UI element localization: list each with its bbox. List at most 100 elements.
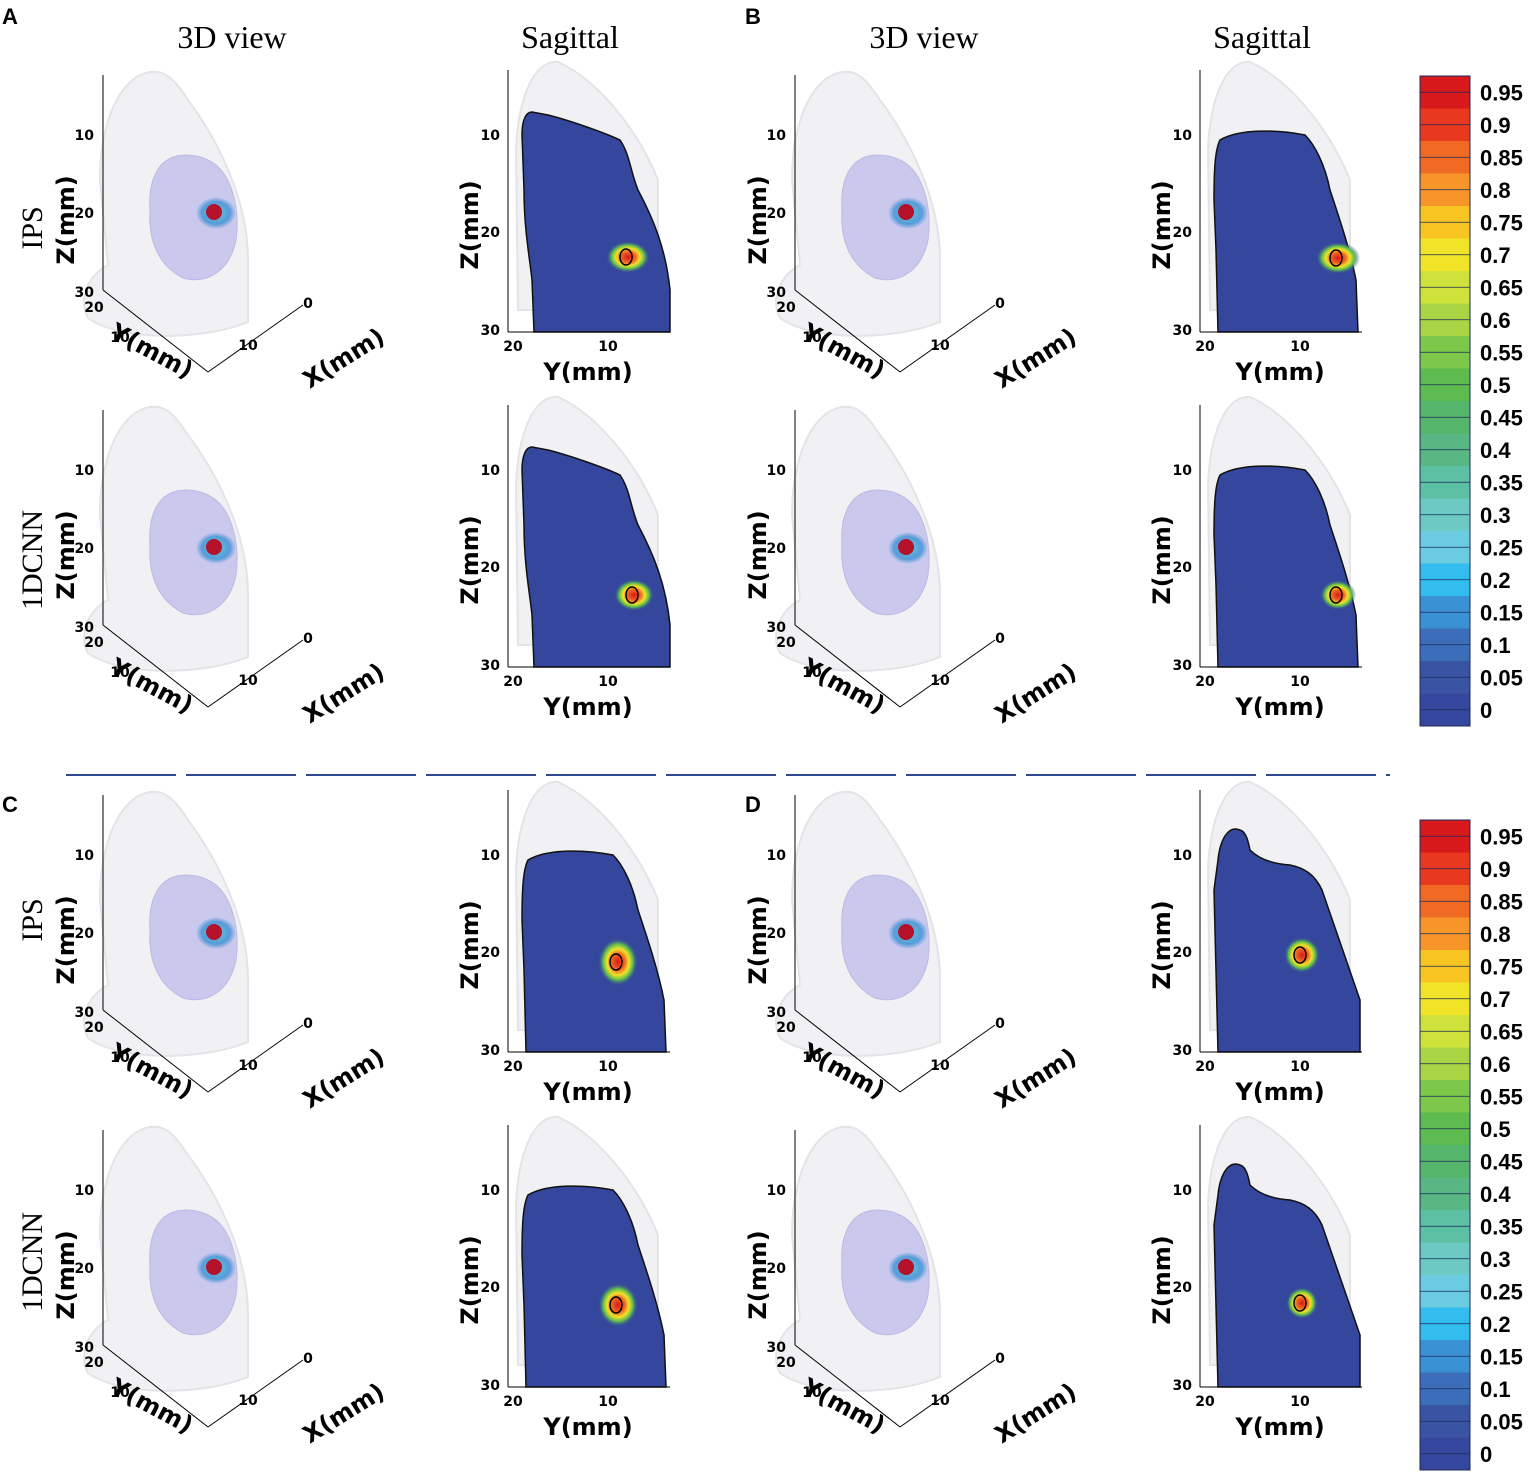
- row-title-cnn-top: 1DCNN: [16, 510, 49, 610]
- y-tick-label: 20: [503, 1059, 523, 1075]
- sagittal-slice: [1213, 130, 1359, 333]
- y-axis-label: Y(mm): [1234, 693, 1324, 721]
- y-tick-label: 10: [1290, 674, 1310, 690]
- colorbar-tick-label: 0.2: [1480, 568, 1511, 593]
- colorbar-tick-label: 0.25: [1480, 535, 1523, 560]
- colorbar-tick-label: 0.15: [1480, 1344, 1523, 1369]
- z-tick-label: 10: [481, 848, 501, 864]
- z-axis-label: Z(mm): [52, 1230, 80, 1319]
- x-tick-label: 0: [995, 631, 1005, 647]
- colorbar-tick-label: 0.45: [1480, 405, 1523, 430]
- z-tick-label: 10: [1173, 463, 1193, 479]
- z-axis-label: Z(mm): [456, 515, 484, 604]
- sagittal-slice: [1213, 828, 1361, 1053]
- z-tick-label: 10: [1173, 128, 1193, 144]
- x-tick-label: 10: [930, 1393, 950, 1409]
- brain-surface: [149, 1209, 238, 1336]
- sagittal-slice: [521, 850, 667, 1053]
- y-axis-label: Y(mm): [1234, 358, 1324, 386]
- y-tick-label: 20: [1195, 674, 1215, 690]
- x-axis: [899, 1024, 996, 1093]
- x-axis-label: X(mm): [990, 322, 1082, 394]
- x-tick-label: 10: [930, 1058, 950, 1074]
- panel-label-d: D: [745, 792, 761, 817]
- true-target-contour: [1329, 249, 1343, 267]
- sagittal-slice: [1213, 465, 1359, 668]
- z-tick-label: 10: [481, 1183, 501, 1199]
- true-target-contour: [609, 1296, 623, 1314]
- z-tick-label: 30: [767, 1340, 787, 1356]
- z-tick-label: 30: [481, 1378, 501, 1394]
- col-title-sagittal-a: Sagittal: [521, 19, 619, 55]
- z-tick-label: 30: [481, 1043, 501, 1059]
- y-tick-label: 20: [776, 635, 796, 651]
- y-tick-label: 10: [110, 1385, 130, 1401]
- x-tick-label: 10: [930, 673, 950, 689]
- colorbar-tick-label: 0.55: [1480, 1084, 1523, 1109]
- x-axis-label: X(mm): [990, 1377, 1082, 1449]
- x-tick-label: 0: [303, 631, 313, 647]
- colorbar-tick-label: 0.7: [1480, 243, 1511, 268]
- col-title-3d-b: 3D view: [869, 19, 978, 55]
- y-axis-label: Y(mm): [542, 358, 632, 386]
- y-tick-label: 10: [598, 674, 618, 690]
- x-tick-label: 0: [303, 1351, 313, 1367]
- z-tick-label: 30: [481, 658, 501, 674]
- brain-surface: [841, 489, 930, 616]
- z-tick-label: 30: [1173, 323, 1193, 339]
- y-axis: [794, 1009, 901, 1093]
- panel-label-a: A: [2, 4, 18, 29]
- z-axis-label: Z(mm): [744, 175, 772, 264]
- z-tick-label: 10: [481, 128, 501, 144]
- z-tick-label: 10: [1173, 848, 1193, 864]
- x-tick-label: 10: [930, 338, 950, 354]
- y-axis: [794, 289, 901, 373]
- y-tick-label: 20: [1195, 339, 1215, 355]
- true-target-contour: [1293, 946, 1307, 964]
- z-axis-label: Z(mm): [456, 900, 484, 989]
- brain-surface: [149, 154, 238, 281]
- z-axis-label: Z(mm): [1148, 900, 1176, 989]
- z-tick-label: 20: [767, 1261, 787, 1277]
- colorbar-tick-label: 0.65: [1480, 275, 1523, 300]
- colorbar-frame: [1419, 75, 1471, 727]
- activation-hotspot: [598, 1283, 638, 1327]
- x-axis: [207, 304, 304, 373]
- y-axis-label: Y(mm): [542, 1078, 632, 1106]
- x-tick-label: 10: [238, 338, 258, 354]
- colorbar-tick-label: 0.35: [1480, 1214, 1523, 1239]
- tumor-core: [898, 1259, 914, 1275]
- x-tick-label: 0: [303, 296, 313, 312]
- x-tick-label: 0: [995, 296, 1005, 312]
- tumor-core: [898, 539, 914, 555]
- colorbar-tick-label: 0.35: [1480, 470, 1523, 495]
- colorbar-tick-label: 0.45: [1480, 1149, 1523, 1174]
- colorbar-tick-label: 0.55: [1480, 340, 1523, 365]
- colorbar-top: 0.95 0.9 0.85 0.8 0.75 0.7 0.65 0.6 0.55 0.5 0.45 0…: [1419, 75, 1523, 727]
- z-axis-label: Z(mm): [456, 180, 484, 269]
- x-axis-label: X(mm): [990, 1042, 1082, 1114]
- z-tick-label: 20: [75, 541, 95, 557]
- z-tick-label: 20: [481, 1280, 501, 1296]
- sagittal-slice: [1213, 1163, 1361, 1388]
- y-tick-label: 20: [776, 1355, 796, 1371]
- z-tick-label: 20: [1173, 560, 1193, 576]
- x-tick-label: 10: [238, 1058, 258, 1074]
- x-axis-label: X(mm): [298, 1377, 390, 1449]
- z-tick-label: 20: [481, 560, 501, 576]
- z-tick-label: 20: [75, 1261, 95, 1277]
- y-tick-label: 10: [802, 1050, 822, 1066]
- colorbar-tick-label: 0.4: [1480, 438, 1511, 463]
- y-tick-label: 20: [776, 300, 796, 316]
- brain-surface: [841, 1209, 930, 1336]
- y-tick-label: 10: [110, 1050, 130, 1066]
- y-tick-label: 20: [503, 339, 523, 355]
- z-tick-label: 10: [1173, 1183, 1193, 1199]
- col-title-3d-a: 3D view: [177, 19, 286, 55]
- y-axis: [102, 1009, 209, 1093]
- tumor-core: [898, 204, 914, 220]
